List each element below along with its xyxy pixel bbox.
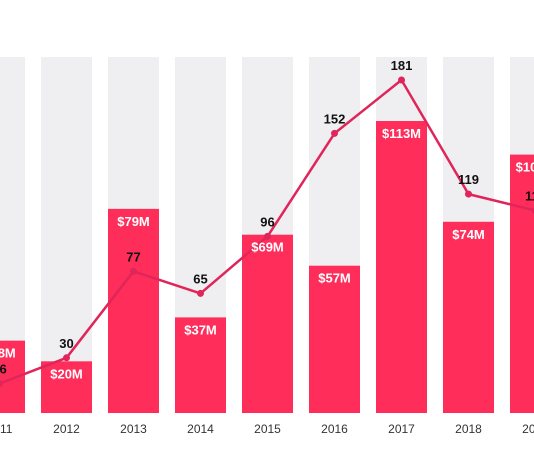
bar-value-label: $69M bbox=[251, 240, 284, 255]
line-point-label: 30 bbox=[59, 336, 73, 351]
bars bbox=[0, 121, 534, 413]
line-point bbox=[0, 380, 3, 388]
line-point-label: 16 bbox=[0, 362, 7, 377]
bar bbox=[443, 221, 494, 413]
line-point bbox=[130, 267, 137, 275]
line-point bbox=[264, 232, 271, 240]
x-tick-label: 2012 bbox=[53, 422, 80, 436]
bar bbox=[175, 317, 226, 413]
bar-value-label: $28M bbox=[0, 346, 16, 361]
line-point-labels: 16 30 77 65 96 152 181 119 110 bbox=[0, 58, 534, 377]
bar-value-label: $37M bbox=[184, 322, 217, 337]
line-point-label: 96 bbox=[260, 214, 274, 229]
bar-value-label: $57M bbox=[318, 271, 351, 286]
bar-value-label: $74M bbox=[452, 227, 485, 242]
bar bbox=[510, 154, 534, 413]
x-tick-label: 2015 bbox=[254, 422, 281, 436]
bar-labels: $28M $20M $79M $37M $69M $57M $113M $74M $100M bbox=[0, 126, 534, 381]
line-point-label: 152 bbox=[324, 111, 346, 126]
line-point bbox=[197, 289, 204, 297]
x-tick-label: 2017 bbox=[388, 422, 415, 436]
bar-background bbox=[41, 57, 92, 413]
x-tick-label: 2013 bbox=[120, 422, 147, 436]
line-point-label: 110 bbox=[525, 189, 534, 204]
line-point bbox=[331, 129, 338, 137]
line-point bbox=[398, 76, 405, 84]
bar bbox=[242, 234, 293, 413]
x-tick-label: 2019 bbox=[522, 422, 534, 436]
bar-value-label: $20M bbox=[50, 366, 83, 381]
x-tick-label: 2011 bbox=[0, 422, 13, 436]
line-point-label: 77 bbox=[126, 249, 140, 264]
bar bbox=[309, 265, 360, 413]
x-tick-label: 2016 bbox=[321, 422, 348, 436]
x-tick-label: 2018 bbox=[455, 422, 482, 436]
line-point bbox=[465, 190, 472, 198]
line-point-label: 65 bbox=[193, 271, 207, 286]
line-point bbox=[63, 354, 70, 362]
bar-value-label: $113M bbox=[382, 126, 421, 141]
bar bbox=[108, 208, 159, 413]
line-point-label: 181 bbox=[391, 58, 413, 73]
bar bbox=[376, 121, 427, 413]
x-axis-ticks: 2011 2012 2013 2014 2015 2016 2017 2018 2019 bbox=[0, 422, 534, 436]
bar bbox=[0, 340, 25, 413]
bar-value-label: $79M bbox=[117, 214, 150, 229]
line-points bbox=[0, 76, 534, 388]
x-tick-label: 2014 bbox=[187, 422, 214, 436]
line-point-label: 119 bbox=[458, 172, 479, 187]
bar-value-label: $100M bbox=[516, 160, 534, 175]
bar bbox=[41, 361, 92, 413]
